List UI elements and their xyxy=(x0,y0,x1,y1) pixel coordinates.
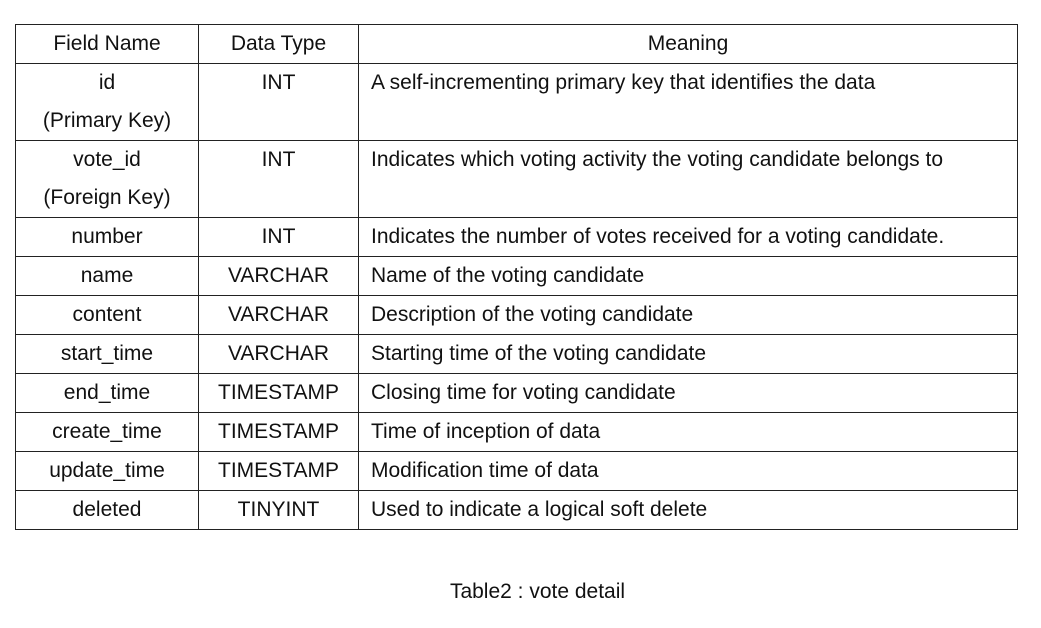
field-name-cell: end_time xyxy=(15,373,199,413)
table-row: id (Primary Key) INT A self-incrementing… xyxy=(15,63,1018,141)
table-caption-container: Table2 : vote detail xyxy=(0,573,1041,611)
data-type-cell: VARCHAR xyxy=(198,295,359,335)
field-name: vote_id xyxy=(73,148,141,171)
data-type-cell: INT xyxy=(198,63,359,141)
meaning-cell: Closing time for voting candidate xyxy=(358,373,1018,413)
table-row: update_time TIMESTAMP Modification time … xyxy=(15,451,1018,491)
table-row: vote_id (Foreign Key) INT Indicates whic… xyxy=(15,140,1018,218)
field-name-cell: name xyxy=(15,256,199,296)
table-body: id (Primary Key) INT A self-incrementing… xyxy=(15,63,1018,530)
table-row: end_time TIMESTAMP Closing time for voti… xyxy=(15,373,1018,413)
vote-detail-table-container: Field Name Data Type Meaning id (Primary… xyxy=(15,24,1018,530)
meaning-cell: Indicates the number of votes received f… xyxy=(358,217,1018,257)
header-meaning: Meaning xyxy=(358,24,1018,64)
field-key-note: (Foreign Key) xyxy=(43,186,171,209)
table-row: deleted TINYINT Used to indicate a logic… xyxy=(15,490,1018,530)
field-name: id xyxy=(98,71,116,94)
field-name-cell: deleted xyxy=(15,490,199,530)
vote-detail-table: Field Name Data Type Meaning id (Primary… xyxy=(15,24,1018,530)
table-row: content VARCHAR Description of the votin… xyxy=(15,295,1018,335)
data-type-cell: TIMESTAMP xyxy=(198,451,359,491)
meaning-cell: Starting time of the voting candidate xyxy=(358,334,1018,374)
header-row: Field Name Data Type Meaning xyxy=(15,24,1018,64)
field-name-cell: update_time xyxy=(15,451,199,491)
meaning-cell: Time of inception of data xyxy=(358,412,1018,452)
field-name-cell: create_time xyxy=(15,412,199,452)
field-name-cell: vote_id (Foreign Key) xyxy=(15,140,199,218)
meaning-cell: A self-incrementing primary key that ide… xyxy=(358,63,1018,141)
data-type-cell: TIMESTAMP xyxy=(198,412,359,452)
table-row: start_time VARCHAR Starting time of the … xyxy=(15,334,1018,374)
header-data-type: Data Type xyxy=(198,24,359,64)
data-type-cell: INT xyxy=(198,217,359,257)
meaning-cell: Indicates which voting activity the voti… xyxy=(358,140,1018,218)
field-name-cell: content xyxy=(15,295,199,335)
table-row: create_time TIMESTAMP Time of inception … xyxy=(15,412,1018,452)
table-row: number INT Indicates the number of votes… xyxy=(15,217,1018,257)
data-type-cell: VARCHAR xyxy=(198,256,359,296)
field-name-cell: number xyxy=(15,217,199,257)
table-caption: Table2 : vote detail xyxy=(449,580,626,603)
meaning-cell: Modification time of data xyxy=(358,451,1018,491)
table-row: name VARCHAR Name of the voting candidat… xyxy=(15,256,1018,296)
field-key-note: (Primary Key) xyxy=(42,109,172,132)
field-name-cell: start_time xyxy=(15,334,199,374)
data-type-cell: VARCHAR xyxy=(198,334,359,374)
meaning-cell: Name of the voting candidate xyxy=(358,256,1018,296)
data-type-cell: INT xyxy=(198,140,359,218)
meaning-cell: Used to indicate a logical soft delete xyxy=(358,490,1018,530)
meaning-cell: Description of the voting candidate xyxy=(358,295,1018,335)
data-type-cell: TINYINT xyxy=(198,490,359,530)
table-header: Field Name Data Type Meaning xyxy=(15,24,1018,64)
field-name-cell: id (Primary Key) xyxy=(15,63,199,141)
data-type-cell: TIMESTAMP xyxy=(198,373,359,413)
header-field-name: Field Name xyxy=(15,24,199,64)
